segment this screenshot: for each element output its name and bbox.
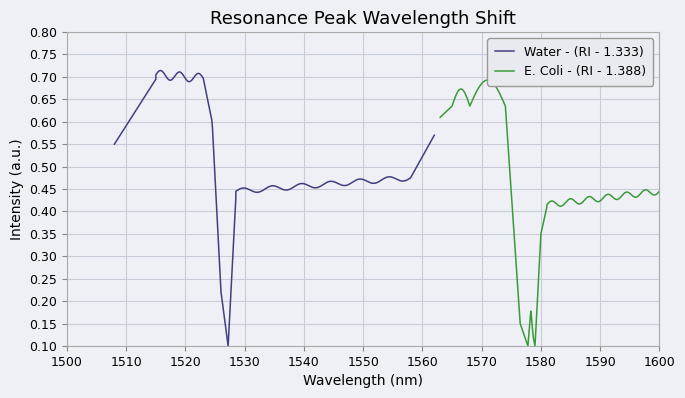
E. Coli - (RI - 1.388) [656, 189, 664, 194]
X-axis label: Wavelength (nm): Wavelength (nm) [303, 374, 423, 388]
Water - (RI - 1.333) [375, 179, 383, 184]
Water - (RI - 1.333) [110, 142, 119, 146]
Water - (RI - 1.333) [157, 68, 165, 73]
Water - (RI - 1.333) [174, 70, 182, 75]
E. Coli - (RI - 1.388) [436, 115, 445, 120]
Water - (RI - 1.333) [221, 321, 229, 326]
Water - (RI - 1.333) [225, 336, 233, 341]
Legend: Water - (RI - 1.333), E. Coli - (RI - 1.388): Water - (RI - 1.333), E. Coli - (RI - 1.… [487, 38, 653, 86]
E. Coli - (RI - 1.388) [515, 310, 523, 314]
Line: Water - (RI - 1.333): Water - (RI - 1.333) [114, 70, 434, 346]
Water - (RI - 1.333) [121, 125, 129, 130]
E. Coli - (RI - 1.388) [577, 201, 585, 206]
E. Coli - (RI - 1.388) [549, 199, 557, 203]
E. Coli - (RI - 1.388) [471, 92, 480, 96]
Y-axis label: Intensity (a.u.): Intensity (a.u.) [10, 138, 24, 240]
Line: E. Coli - (RI - 1.388): E. Coli - (RI - 1.388) [440, 80, 660, 346]
E. Coli - (RI - 1.388) [500, 101, 508, 106]
E. Coli - (RI - 1.388) [448, 103, 456, 108]
E. Coli - (RI - 1.388) [524, 343, 532, 348]
Water - (RI - 1.333) [376, 179, 384, 183]
E. Coli - (RI - 1.388) [483, 78, 491, 82]
Water - (RI - 1.333) [430, 133, 438, 138]
Title: Resonance Peak Wavelength Shift: Resonance Peak Wavelength Shift [210, 10, 516, 28]
Water - (RI - 1.333) [224, 343, 232, 348]
